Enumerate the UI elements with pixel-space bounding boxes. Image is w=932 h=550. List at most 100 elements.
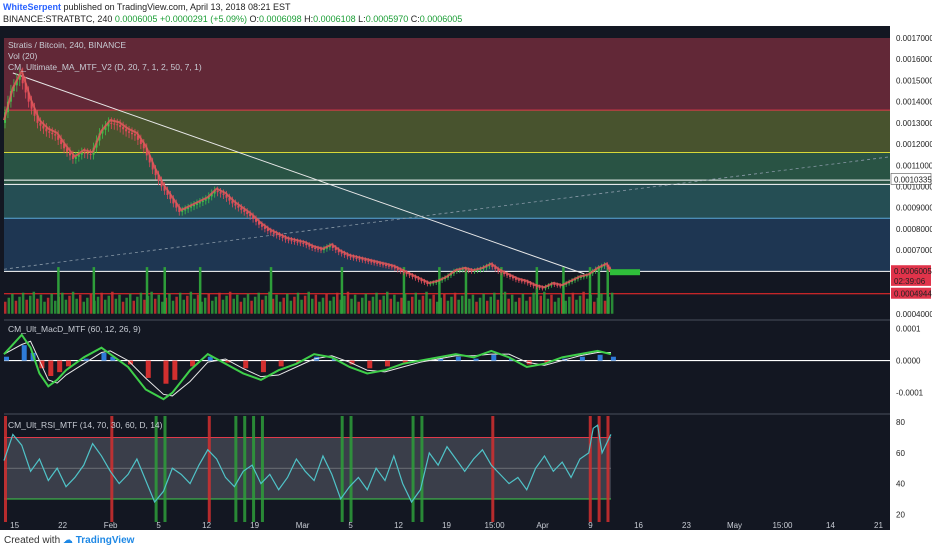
candle-body bbox=[24, 83, 27, 93]
symbol-label: BINANCE:STRATBTC, 240 bbox=[3, 14, 113, 24]
candle-body bbox=[423, 281, 426, 283]
candle-body bbox=[68, 151, 71, 156]
candle-body bbox=[405, 272, 408, 275]
candle-body bbox=[420, 279, 423, 282]
candle-body bbox=[308, 245, 311, 247]
macd-histogram-bar bbox=[163, 360, 169, 384]
author-link[interactable]: WhiteSerpent bbox=[3, 2, 62, 12]
volume-bar bbox=[471, 294, 475, 314]
volume-bar bbox=[282, 297, 285, 314]
volume-bar bbox=[207, 293, 210, 314]
volume-bar bbox=[568, 296, 571, 314]
candle-body bbox=[399, 269, 402, 272]
candle-body bbox=[349, 256, 352, 258]
volume-bar bbox=[193, 298, 196, 314]
candle-body bbox=[281, 236, 284, 239]
volume-bar bbox=[68, 295, 71, 314]
price-tick-label: 0.0014000 bbox=[896, 98, 932, 107]
macd-histogram-bar bbox=[4, 356, 9, 361]
last-price: 0.0006005 bbox=[114, 14, 158, 24]
volume-bar bbox=[53, 300, 57, 314]
volume-bar bbox=[485, 300, 489, 314]
candle-body bbox=[228, 197, 231, 201]
candle-body bbox=[370, 261, 373, 263]
candle-body bbox=[128, 131, 131, 133]
volume-bar bbox=[307, 291, 310, 314]
candle-body bbox=[269, 231, 272, 233]
volume-bar bbox=[153, 298, 157, 314]
price-change: +0.0000291 (+5.09%) bbox=[159, 14, 248, 24]
macd-histogram-bar bbox=[21, 345, 27, 361]
volume-spike bbox=[145, 267, 149, 314]
candle-body bbox=[523, 281, 526, 283]
rsi-oversold-marker bbox=[154, 416, 158, 522]
volume-bar bbox=[560, 293, 564, 314]
candle-body bbox=[12, 85, 15, 92]
candle-body bbox=[358, 258, 361, 260]
volume-bar bbox=[610, 292, 614, 314]
volume-bar bbox=[350, 298, 353, 314]
candle-body bbox=[432, 282, 435, 284]
volume-bar bbox=[514, 301, 518, 314]
candle-body bbox=[71, 155, 74, 159]
candle-body bbox=[139, 139, 142, 145]
volume-bar bbox=[332, 296, 335, 314]
candle-body bbox=[190, 206, 193, 208]
time-tick-label: Apr bbox=[536, 521, 549, 530]
volume-bar bbox=[311, 298, 314, 314]
volume-bar bbox=[353, 294, 357, 314]
macd-histogram-bar bbox=[349, 360, 355, 365]
volume-bar bbox=[557, 297, 560, 314]
candle-body bbox=[526, 281, 529, 284]
candle-body bbox=[284, 238, 287, 240]
volume-bar bbox=[39, 294, 43, 314]
ohlc-line: BINANCE:STRATBTC, 240 0.0006005 +0.00002… bbox=[3, 13, 462, 25]
candle-body bbox=[107, 122, 110, 127]
volume-bar bbox=[432, 294, 435, 314]
candle-body bbox=[408, 274, 411, 276]
price-tag bbox=[891, 265, 931, 277]
tradingview-logo-text[interactable]: TradingView bbox=[75, 535, 135, 546]
candle-body bbox=[379, 263, 382, 265]
price-tag-label: 0.0010335 bbox=[894, 175, 932, 184]
candle-body bbox=[163, 186, 166, 191]
candle-body bbox=[83, 152, 86, 154]
time-tick-label: 21 bbox=[874, 521, 883, 530]
rsi-overbought-marker bbox=[606, 416, 610, 522]
macd-histogram-bar bbox=[491, 354, 497, 361]
candle-body bbox=[86, 153, 89, 155]
volume-bar bbox=[443, 293, 446, 314]
candle-body bbox=[387, 265, 390, 267]
candle-body bbox=[461, 269, 464, 271]
rsi-oversold-marker bbox=[234, 416, 238, 522]
candle-body bbox=[311, 246, 314, 248]
volume-bar bbox=[389, 298, 393, 314]
high-label: H: bbox=[304, 14, 314, 24]
volume-bar bbox=[111, 291, 114, 314]
candle-body bbox=[328, 245, 331, 248]
volume-bar bbox=[364, 293, 368, 314]
candle-body bbox=[302, 243, 305, 245]
volume-bar bbox=[425, 291, 428, 314]
volume-bar bbox=[157, 294, 161, 314]
published-text: published on TradingView.com, April 13, … bbox=[63, 2, 291, 12]
candle-body bbox=[166, 190, 169, 195]
candle-body bbox=[506, 274, 509, 276]
volume-bar bbox=[293, 296, 296, 314]
volume-spike bbox=[198, 267, 202, 314]
low-value: 0.0005970 bbox=[365, 14, 409, 24]
candle-body bbox=[497, 269, 500, 272]
candle-body bbox=[476, 269, 479, 271]
price-tick-label: 0.0011000 bbox=[896, 161, 932, 170]
volume-bar bbox=[564, 300, 567, 314]
green-target-box bbox=[610, 269, 641, 276]
candle-body bbox=[266, 228, 269, 232]
volume-bar bbox=[218, 292, 221, 314]
volume-bar bbox=[100, 292, 103, 314]
volume-bar bbox=[118, 294, 121, 314]
candle-body bbox=[234, 203, 237, 206]
candle-body bbox=[66, 148, 69, 152]
volume-bar bbox=[221, 299, 225, 314]
volume-bar bbox=[503, 291, 507, 314]
